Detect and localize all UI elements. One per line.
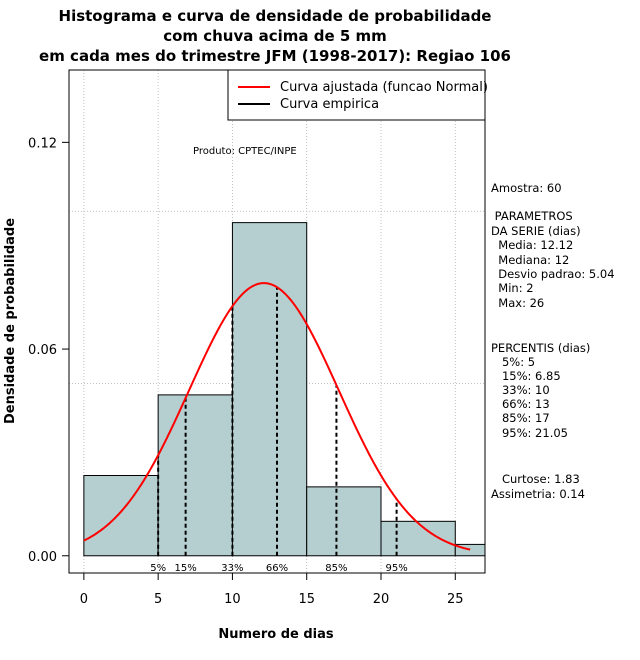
title-line-1: Histograma e curva de densidade de proba…: [59, 7, 492, 25]
stats-line: Media: 12.12: [491, 238, 573, 252]
histogram-bar-5: [380, 520, 456, 557]
legend-label-normal: Curva ajustada (funcao Normal): [280, 80, 488, 95]
stats-line: Curtose: 1.83: [491, 472, 580, 486]
x-tick-label: 0: [80, 592, 88, 607]
percentile-lines: 5% 15% 33% 66% 85% 95%: [149, 287, 409, 574]
x-tick-label: 10: [224, 592, 241, 607]
x-tick-label: 15: [298, 592, 315, 607]
legend-label-empirical: Curva empirica: [280, 97, 379, 112]
histogram-bars: [83, 222, 486, 557]
histogram-bar-4: [306, 486, 382, 557]
y-axis: 0.00 0.06 0.12: [28, 136, 70, 565]
normal-curve-group: [83, 282, 471, 551]
percentile-label-bg: [220, 562, 245, 574]
percentile-label-bg: [173, 562, 198, 574]
percentile-label: 95%: [385, 563, 407, 574]
stats-line: PERCENTIS (dias): [491, 341, 590, 355]
x-tick-label: 25: [447, 592, 464, 607]
y-tick-label: 0.12: [28, 136, 57, 151]
histogram-bar-2: [157, 394, 233, 557]
stats-line: Max: 26: [491, 296, 544, 310]
title-line-2: com chuva acima de 5 mm: [163, 27, 387, 45]
percentile-label-bg: [149, 562, 168, 574]
stats-line: Assimetria: 0.14: [491, 487, 585, 501]
stats-line: Amostra: 60: [491, 181, 562, 195]
y-axis-label: Densidade de probabilidade: [3, 218, 18, 424]
percentile-label: 33%: [221, 563, 243, 574]
product-annotation: Produto: CPTEC/INPE: [193, 146, 297, 157]
percentile-label: 85%: [325, 563, 347, 574]
y-tick-label: 0.00: [28, 550, 57, 565]
percentile-label: 66%: [266, 563, 288, 574]
legend-box: [227, 69, 486, 121]
percentile-label: 15%: [175, 563, 197, 574]
legend: Curva ajustada (funcao Normal) Curva emp…: [227, 69, 488, 121]
stats-line: Mediana: 12: [491, 253, 569, 267]
chart-title: Histograma e curva de densidade de proba…: [39, 7, 511, 65]
stats-line: Min: 2: [491, 281, 534, 295]
stats-line: 66%: 13: [491, 397, 550, 411]
stats-line: 85%: 17: [491, 411, 550, 425]
stats-line: 15%: 6.85: [491, 369, 561, 383]
stats-line: 5%: 5: [491, 355, 535, 369]
stats-line: 95%: 21.05: [491, 426, 568, 440]
stats-line: PARAMETROS: [491, 209, 573, 223]
stats-line: DA SERIE (dias): [491, 224, 581, 238]
y-tick-label: 0.06: [28, 343, 57, 358]
percentile-label-bg: [324, 562, 349, 574]
histogram-bar-1: [83, 475, 159, 557]
stats-line: 33%: 10: [491, 383, 550, 397]
histogram-bar-3: [231, 222, 308, 557]
stats-line: Desvio padrao: 5.04: [491, 267, 615, 281]
x-tick-label: 20: [373, 592, 390, 607]
normal-curve: [83, 282, 471, 551]
x-axis-label: Numero de dias: [218, 627, 334, 642]
percentile-label: 5%: [150, 563, 166, 574]
percentile-label-bg: [384, 562, 409, 574]
title-line-3: em cada mes do trimestre JFM (1998-2017)…: [39, 47, 511, 65]
percentile-label-bg: [264, 562, 290, 574]
x-tick-label: 5: [154, 592, 162, 607]
x-axis: 0 5 10 15 20 25: [80, 572, 464, 607]
